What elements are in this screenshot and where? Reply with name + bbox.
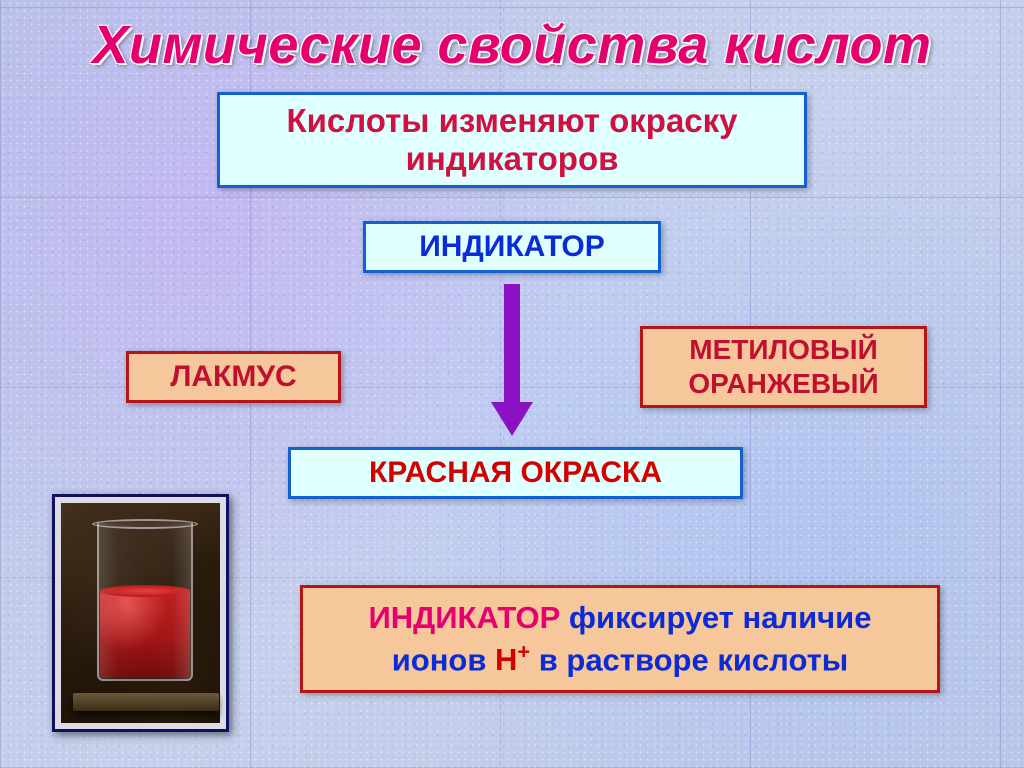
box-indicator: ИНДИКАТОР	[363, 221, 661, 273]
beaker-photo	[52, 494, 229, 732]
conclusion-rest1: фиксирует наличие	[560, 600, 871, 635]
beaker-glass	[97, 523, 193, 681]
arrow-down	[497, 284, 527, 436]
conclusion-line2: ионов H+ в растворе кислоты	[392, 638, 849, 681]
arrow-head	[491, 402, 533, 436]
beaker-rim	[92, 519, 198, 529]
box-conclusion: ИНДИКАТОР фиксирует наличие ионов H+ в р…	[300, 585, 940, 693]
h-sup: +	[517, 639, 530, 664]
box-lakmus: ЛАКМУС	[126, 351, 341, 403]
h-symbol: H	[495, 642, 517, 677]
conclusion-word-indicator: ИНДИКАТОР	[369, 600, 561, 635]
conclusion-post: в растворе кислоты	[530, 642, 848, 677]
box-red-color: КРАСНАЯ ОКРАСКА	[288, 447, 743, 499]
arrow-shaft	[504, 284, 520, 406]
lab-stand	[73, 693, 219, 711]
slide-title: Химические свойства кислот	[0, 14, 1024, 76]
box-main-line2: индикаторов	[406, 140, 619, 178]
conclusion-line1: ИНДИКАТОР фиксирует наличие	[369, 598, 872, 638]
box-methyl-orange: МЕТИЛОВЫЙ ОРАНЖЕВЫЙ	[640, 326, 927, 408]
box-main-line1: Кислоты изменяют окраску	[286, 102, 737, 140]
conclusion-hplus: H+	[495, 642, 530, 677]
beaker	[97, 523, 193, 681]
box-methyl-line2: ОРАНЖЕВЫЙ	[688, 367, 878, 401]
box-methyl-line1: МЕТИЛОВЫЙ	[689, 333, 877, 367]
box-acids-change-indicators: Кислоты изменяют окраску индикаторов	[217, 92, 807, 188]
conclusion-pre: ионов	[392, 642, 495, 677]
slide-content: Химические свойства кислот Кислоты измен…	[0, 0, 1024, 768]
